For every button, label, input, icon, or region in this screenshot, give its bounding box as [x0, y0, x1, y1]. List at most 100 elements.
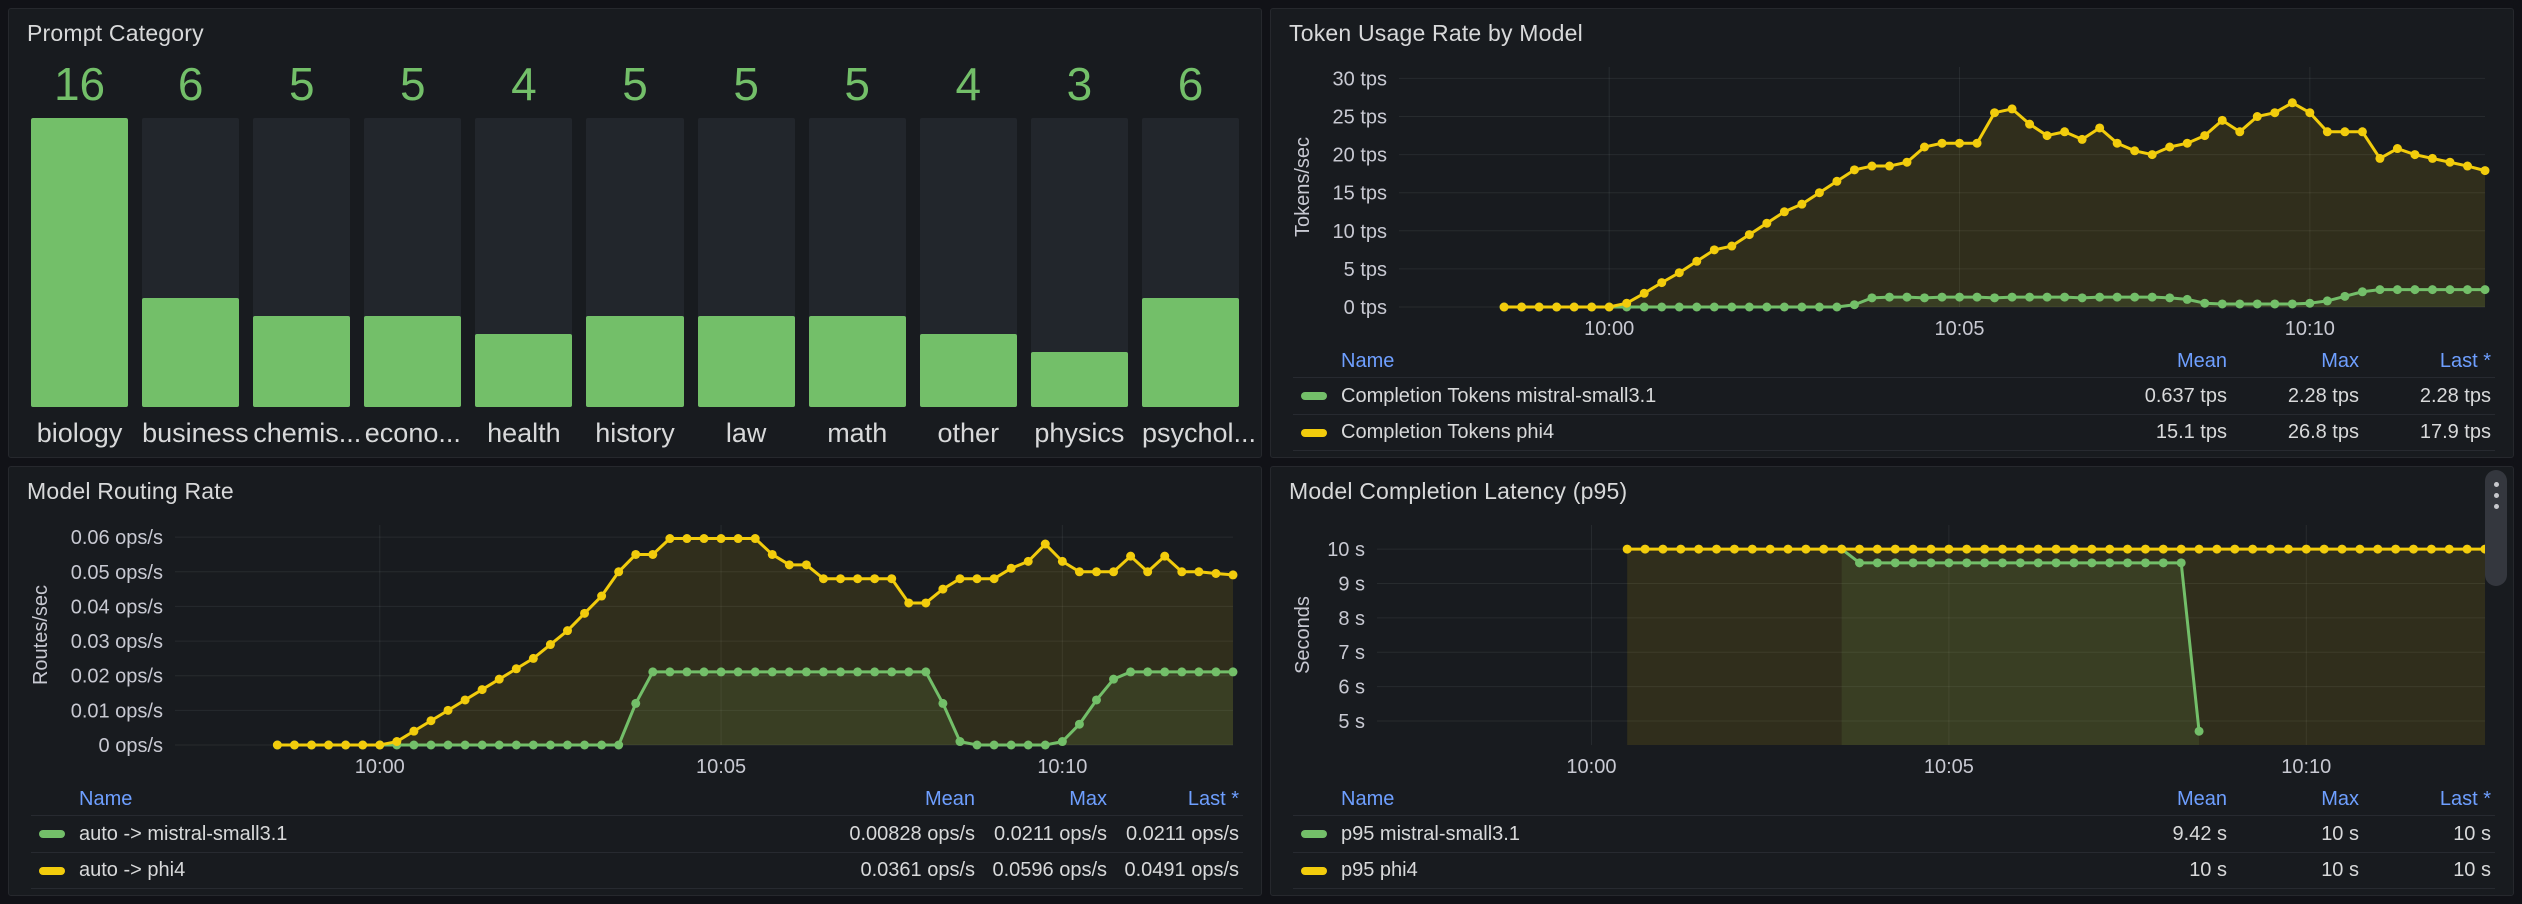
legend-mean-value: 9.42 s	[2172, 822, 2227, 845]
y-axis-tick-label: 0 ops/s	[99, 735, 163, 757]
bar-gauge-column: 5 history	[586, 58, 684, 449]
bar-gauge-column: 4 other	[919, 59, 1017, 449]
time-series-plot[interactable]: 0 ops/s 0.01 ops/s 0.02 ops/s 0.03 ops/s 0.0…	[25, 511, 1245, 781]
panel-header: Prompt Category	[9, 9, 1261, 53]
token-usage-legend: Name Mean Max Last * Completion Tokens mistr…	[1287, 343, 2497, 451]
bar-value: 5	[288, 58, 315, 110]
series-color-swatch-icon[interactable]	[1301, 866, 1327, 875]
y-axis-tick-label: 0.01 ops/s	[71, 700, 163, 722]
scrollbar-thumb[interactable]	[2485, 470, 2507, 586]
panel-completion-latency: Model Completion Latency (p95) 5 s 6 s 7 s…	[1270, 466, 2514, 896]
time-series-plot[interactable]: 0 tps 5 tps 10 tps 15 tps 20 tps 25 tps 30 tps…	[1287, 53, 2497, 343]
legend-series-name[interactable]: Completion Tokens phi4	[1341, 421, 1555, 443]
bar-gauge-column: 3 physics	[1030, 59, 1128, 449]
legend-series-name[interactable]: auto -> phi4	[79, 859, 186, 881]
legend-header-max[interactable]: Max	[2321, 349, 2359, 372]
legend-series-name[interactable]: p95 phi4	[1341, 859, 1418, 881]
bar-value: 6	[1177, 58, 1204, 110]
bar-category-label: history	[595, 417, 675, 448]
bar-fill	[253, 316, 351, 407]
y-axis-tick-label: 10 s	[1327, 539, 1365, 561]
legend-header-max[interactable]: Max	[1069, 787, 1107, 810]
legend-series-name[interactable]: auto -> mistral-small3.1	[79, 822, 288, 845]
legend-header-name[interactable]: Name	[1341, 349, 1395, 372]
legend-header-row: Name Mean Max Last *	[31, 783, 1243, 815]
bar-gauge-column: 6 psychol...	[1141, 58, 1256, 449]
panel-body: 0 ops/s 0.01 ops/s 0.02 ops/s 0.03 ops/s 0.0…	[9, 511, 1261, 895]
y-axis-tick-label: 15 tps	[1333, 183, 1387, 205]
y-axis-tick-label: 0.06 ops/s	[71, 527, 163, 549]
bar-fill	[586, 316, 684, 407]
panel-token-usage: Token Usage Rate by Model 0 tps 5 tps 10 t…	[1270, 8, 2514, 458]
bar-fill	[1141, 298, 1240, 407]
legend-max-value: 26.8 tps	[2287, 421, 2359, 443]
panel-header: Token Usage Rate by Model	[1271, 9, 2513, 53]
bar-track	[1141, 117, 1240, 407]
y-axis-tick-label: 6 s	[1338, 677, 1365, 699]
legend-series-name[interactable]: Completion Tokens mistral-small3.1	[1341, 384, 1657, 407]
bar-track	[697, 117, 795, 407]
legend-row: Completion Tokens mistral-small3.1 0.637 …	[1293, 377, 2495, 414]
legend-header-max[interactable]: Max	[2321, 787, 2359, 810]
x-axis-tick-label: 10:00	[1566, 756, 1616, 778]
panel-title-completion-latency[interactable]: Model Completion Latency (p95)	[1289, 478, 1628, 504]
legend-header-row: Name Mean Max Last *	[1293, 345, 2495, 377]
bar-fill	[1030, 352, 1128, 407]
bar-fill	[364, 316, 462, 407]
legend-row: auto -> phi4 0.0361 ops/s 0.0596 ops/s 0.04…	[31, 852, 1243, 889]
bar-category-label: econo...	[364, 417, 461, 448]
x-axis-tick-label: 10:10	[1037, 756, 1087, 778]
series-color-swatch-icon[interactable]	[1301, 830, 1327, 838]
x-axis-tick-label: 10:05	[1934, 318, 1984, 340]
y-axis-tick-label: 10 tps	[1333, 221, 1387, 243]
bar-category-label: physics	[1034, 417, 1125, 448]
y-axis-tick-label: 5 s	[1338, 711, 1365, 733]
legend-header-mean[interactable]: Mean	[2176, 787, 2227, 810]
bar-category-label: chemis...	[253, 417, 362, 448]
bar-track	[919, 117, 1017, 407]
legend-header-mean[interactable]: Mean	[924, 787, 975, 810]
bar-category-label: psychol...	[1141, 417, 1256, 448]
legend-last-value: 10 s	[2453, 822, 2491, 845]
bar-gauge-column: 5 econo...	[364, 59, 462, 449]
y-axis-title: Routes/sec	[30, 585, 52, 685]
series-color-swatch-icon[interactable]	[39, 866, 65, 875]
time-series-plot[interactable]: 5 s 6 s 7 s 8 s 9 s 10 s 10:00 10:05 10:10 Second…	[1287, 511, 2497, 781]
bar-fill	[919, 334, 1017, 407]
legend-header-last[interactable]: Last *	[1187, 787, 1239, 810]
legend-mean-value: 10 s	[2189, 859, 2227, 881]
bar-gauge-column: 16 biology	[31, 59, 129, 449]
x-axis-tick-label: 10:10	[2285, 318, 2335, 340]
bar-fill	[475, 334, 573, 407]
legend-header-last[interactable]: Last *	[2439, 787, 2491, 810]
bar-category-label: math	[827, 417, 888, 448]
legend-header-name[interactable]: Name	[1341, 787, 1395, 810]
x-axis-tick-label: 10:05	[696, 756, 746, 778]
bar-track	[586, 117, 684, 407]
kebab-menu-icon[interactable]	[2493, 470, 2499, 586]
bar-track	[253, 117, 351, 407]
panel-title-token-usage[interactable]: Token Usage Rate by Model	[1289, 20, 1583, 46]
series-color-swatch-icon[interactable]	[1301, 392, 1327, 400]
legend-series-name[interactable]: p95 mistral-small3.1	[1341, 822, 1520, 845]
y-axis-tick-label: 9 s	[1338, 573, 1365, 595]
y-axis-tick-label: 0.04 ops/s	[71, 596, 163, 618]
legend-row: auto -> mistral-small3.1 0.00828 ops/s 0.0…	[31, 815, 1243, 852]
series-color-swatch-icon[interactable]	[1301, 428, 1327, 437]
panel-title-prompt-category[interactable]: Prompt Category	[27, 20, 204, 46]
bar-value: 4	[511, 58, 537, 110]
bar-category-label: law	[725, 417, 767, 448]
legend-row: p95 mistral-small3.1 9.42 s 10 s 10 s	[1293, 815, 2495, 852]
bar-track	[808, 117, 906, 407]
legend-header-last[interactable]: Last *	[2439, 349, 2491, 372]
bar-gauge: 16 biology 6 business 5 chemis... 5 econo... 4 he…	[25, 53, 1256, 451]
bar-value: 5	[622, 58, 648, 110]
legend-header-name[interactable]: Name	[79, 787, 133, 810]
legend-max-value: 0.0211 ops/s	[993, 822, 1107, 845]
legend-header-mean[interactable]: Mean	[2176, 349, 2227, 372]
series-color-swatch-icon[interactable]	[39, 830, 65, 838]
y-axis-tick-label: 0.02 ops/s	[71, 666, 163, 688]
panel-title-model-routing-rate[interactable]: Model Routing Rate	[27, 478, 234, 504]
model-routing-legend: Name Mean Max Last * auto -> mistral-small3.…	[25, 781, 1245, 889]
